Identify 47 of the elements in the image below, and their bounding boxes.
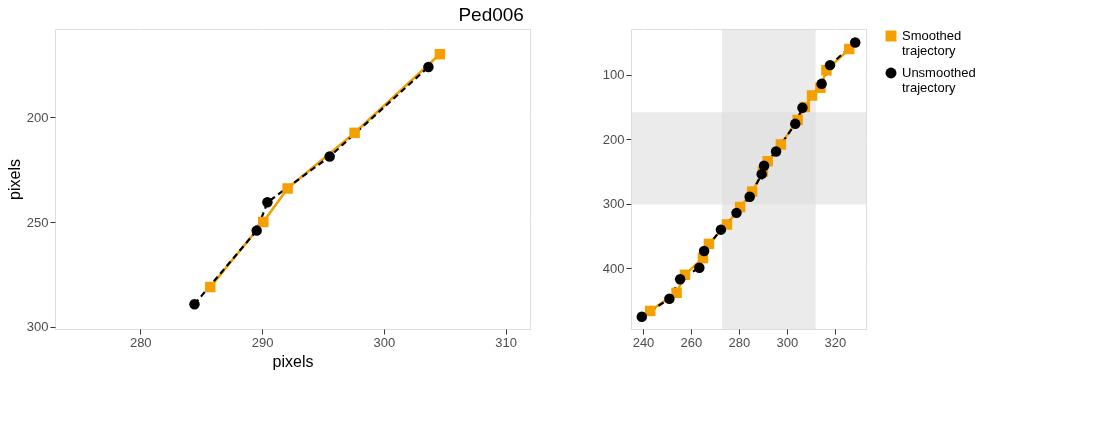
point bbox=[824, 59, 836, 71]
x-tick-label: 320 bbox=[824, 334, 847, 350]
point bbox=[434, 48, 446, 60]
y-tick-label: 400 bbox=[602, 260, 625, 276]
point bbox=[674, 274, 686, 285]
point bbox=[282, 183, 293, 194]
point bbox=[806, 90, 818, 101]
point bbox=[790, 118, 801, 130]
y-tick-label: 100 bbox=[602, 67, 625, 83]
chart-title: Ped006 bbox=[458, 3, 524, 25]
point bbox=[849, 37, 861, 48]
point bbox=[671, 287, 682, 299]
y-tick-label: 300 bbox=[26, 319, 49, 335]
point bbox=[251, 225, 262, 236]
x-tick-label: 300 bbox=[373, 334, 396, 350]
point bbox=[423, 61, 434, 73]
point bbox=[694, 262, 705, 273]
point bbox=[715, 224, 727, 235]
y-tick-label: 200 bbox=[602, 131, 625, 147]
x-tick-label: 260 bbox=[680, 334, 703, 350]
point bbox=[770, 146, 782, 157]
x-tick-label: 280 bbox=[129, 334, 152, 350]
y-axis-title: pixels bbox=[5, 159, 23, 200]
point bbox=[664, 293, 675, 304]
point bbox=[258, 216, 269, 228]
x-tick-label: 290 bbox=[251, 334, 274, 350]
point bbox=[744, 191, 755, 202]
legend-label: Smoothed trajectory bbox=[902, 28, 962, 58]
legend-label: Unsmoothed trajectory bbox=[902, 65, 976, 95]
y-tick-label: 200 bbox=[26, 109, 49, 125]
point bbox=[758, 160, 770, 172]
point bbox=[324, 151, 335, 162]
y-tick-label: 250 bbox=[26, 214, 49, 230]
point bbox=[816, 78, 827, 90]
point bbox=[189, 299, 200, 310]
x-tick-label: 280 bbox=[728, 334, 751, 350]
x-tick-label: 240 bbox=[632, 334, 655, 350]
x-tick-label: 300 bbox=[776, 334, 799, 350]
point bbox=[731, 207, 742, 219]
y-tick-label: 300 bbox=[602, 196, 625, 212]
x-tick-label: 310 bbox=[495, 334, 517, 350]
point bbox=[698, 245, 710, 257]
x-axis-title: pixels bbox=[272, 352, 314, 370]
point bbox=[636, 311, 648, 322]
point bbox=[205, 281, 216, 293]
point bbox=[349, 127, 360, 139]
point bbox=[262, 197, 273, 208]
